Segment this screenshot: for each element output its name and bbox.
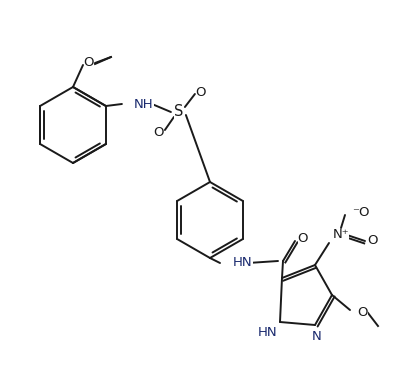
Text: O: O [154, 127, 164, 140]
Text: O: O [298, 231, 308, 244]
Text: NH: NH [134, 97, 154, 111]
Text: N: N [312, 330, 322, 344]
Text: S: S [174, 104, 184, 120]
Text: ⁻O: ⁻O [352, 206, 369, 219]
Text: HN: HN [258, 325, 278, 339]
Text: O: O [84, 57, 94, 70]
Text: O: O [358, 307, 368, 319]
Text: O: O [368, 235, 378, 248]
Text: O: O [196, 86, 206, 99]
Text: N⁺: N⁺ [333, 228, 349, 242]
Text: HN: HN [233, 256, 253, 269]
